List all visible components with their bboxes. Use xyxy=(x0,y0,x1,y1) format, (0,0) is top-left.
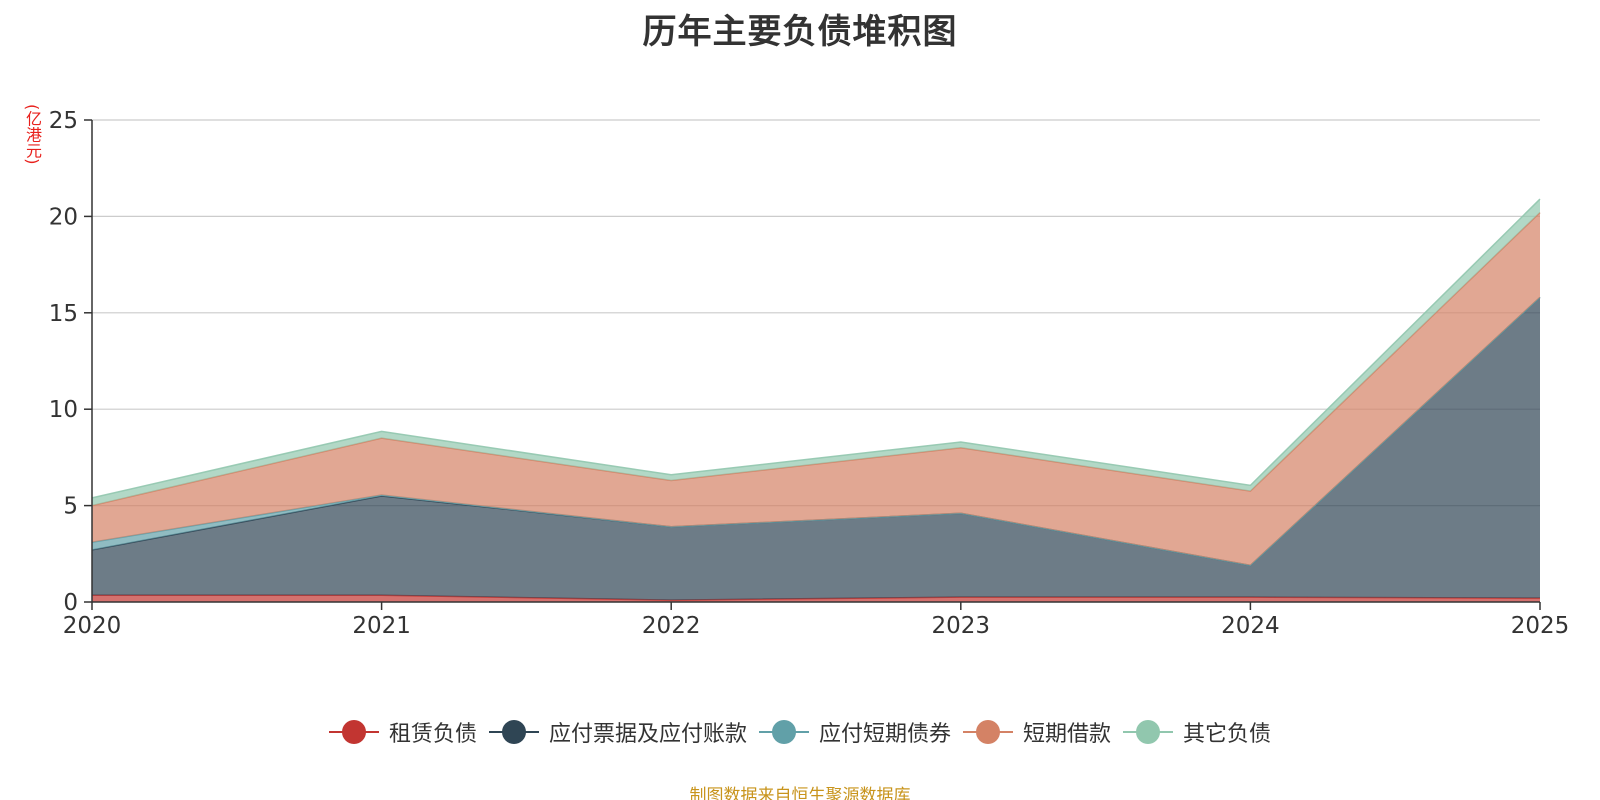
chart-title: 历年主要负债堆积图 xyxy=(642,12,958,52)
y-tick-label: 0 xyxy=(63,590,78,616)
legend-marker-dot xyxy=(501,720,526,744)
legend-item[interactable]: 短期借款 xyxy=(963,716,1111,748)
x-tick-label: 2024 xyxy=(1221,613,1280,639)
legend-label: 短期借款 xyxy=(1023,722,1112,747)
source-note: 制图数据来自恒生聚源数据库 xyxy=(689,786,911,800)
legend-item[interactable]: 其它负债 xyxy=(1123,716,1271,748)
legend-item[interactable]: 租赁负债 xyxy=(328,716,477,748)
x-tick-label: 2023 xyxy=(932,613,991,639)
legend-item[interactable]: 应付短期债券 xyxy=(758,716,951,748)
legend-marker-dot xyxy=(1136,720,1161,744)
legend-label: 应付短期债券 xyxy=(818,722,951,747)
legend-marker-dot xyxy=(976,720,1000,744)
legend-marker-icon xyxy=(488,719,539,745)
legend: 租赁负债 应付票据及应付账款 应付短期债券 短期借款 其它负债 xyxy=(0,716,1600,748)
legend-marker-icon xyxy=(328,719,379,745)
legend-label: 其它负债 xyxy=(1183,722,1272,747)
y-tick-label: 20 xyxy=(49,204,78,230)
x-tick-label: 2021 xyxy=(352,613,411,639)
legend-marker-icon xyxy=(963,719,1013,745)
y-tick-label: 15 xyxy=(49,301,78,327)
area-series-1 xyxy=(92,297,1540,601)
x-tick-label: 2022 xyxy=(642,613,701,639)
legend-marker-dot xyxy=(341,720,366,744)
y-tick-label: 5 xyxy=(63,494,78,520)
legend-item[interactable]: 应付票据及应付账款 xyxy=(488,716,747,748)
y-tick-label: 10 xyxy=(49,397,78,423)
x-tick-label: 2020 xyxy=(63,613,122,639)
x-tick-label: 2025 xyxy=(1511,613,1570,639)
y-axis-unit-label: (亿港元) xyxy=(23,104,42,165)
area-series-3 xyxy=(92,212,1540,566)
legend-marker-icon xyxy=(758,719,809,745)
legend-marker-icon xyxy=(1123,719,1174,745)
stacked-areas xyxy=(91,198,1541,602)
y-tick-label: 25 xyxy=(49,108,78,134)
area-line-series-4 xyxy=(91,198,1541,499)
legend-label: 租赁负债 xyxy=(388,722,477,747)
legend-label: 应付票据及应付账款 xyxy=(548,722,747,747)
legend-marker-dot xyxy=(771,720,796,744)
